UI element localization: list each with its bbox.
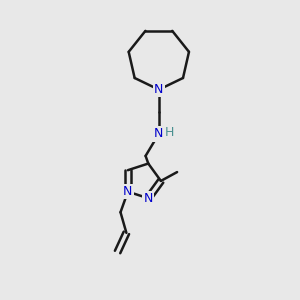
Text: N: N [154,127,163,140]
Text: N: N [144,192,153,205]
Text: N: N [123,185,133,198]
Text: H: H [164,126,174,139]
Text: N: N [154,83,164,96]
